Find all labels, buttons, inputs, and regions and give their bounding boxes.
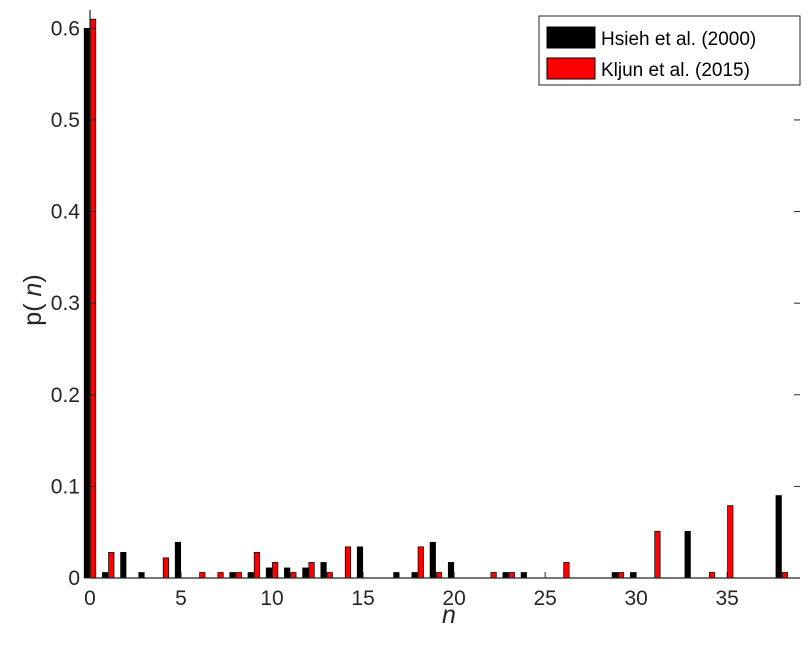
bar-series1-x8 (235, 572, 242, 579)
bar-series0-x12 (302, 567, 309, 579)
x-tick-label-15: 15 (351, 587, 374, 610)
bar-series0-x15 (356, 546, 364, 579)
legend-label-hsieh: Hsieh et al. (2000) (601, 29, 756, 50)
bar-series0-x1 (102, 572, 109, 579)
bar-series1-x19 (435, 572, 443, 579)
x-axis-label: n (442, 601, 456, 629)
y-tick-label-0.6: 0.6 (51, 17, 80, 40)
bar-series0-x30 (629, 572, 637, 579)
bar-series0-x3 (138, 572, 145, 579)
y-axis-label: p( n) (19, 274, 47, 325)
bar-series1-x34 (708, 572, 716, 579)
bar-series0-x18 (411, 572, 418, 579)
bar-series1-x29 (617, 572, 625, 579)
axes-group (89, 10, 800, 579)
bar-series1-x13 (326, 572, 333, 579)
bar-series0-x9 (247, 572, 254, 579)
bar-series0-x8 (229, 572, 236, 579)
bar-series1-x23 (508, 572, 515, 579)
bar-series1-x22 (490, 572, 497, 579)
bar-series0-x17 (393, 572, 400, 579)
bar-series0-x24 (520, 572, 527, 579)
legend: Hsieh et al. (2000) Kljun et al. (2015) (538, 15, 801, 86)
legend-label-kljun: Kljun et al. (2015) (601, 60, 750, 81)
y-tick-label-0.1: 0.1 (51, 475, 80, 498)
x-tick-label-5: 5 (175, 587, 187, 610)
y-tick-label-0.5: 0.5 (51, 109, 80, 132)
y-tick-label-0: 0 (68, 567, 80, 590)
bar-series1-x11 (290, 572, 297, 579)
y-tick-label-0.2: 0.2 (51, 384, 80, 407)
legend-swatch-kljun (546, 57, 596, 80)
bar-series1-x6 (199, 572, 206, 579)
bar-series0-x23 (502, 572, 509, 579)
bar-series1-x10 (272, 562, 279, 579)
y-tick-label-0.3: 0.3 (51, 292, 80, 315)
x-tick-label-35: 35 (715, 587, 738, 610)
bar-series1-x1 (108, 551, 115, 579)
bar-series0-x11 (284, 567, 291, 579)
bar-series1-x7 (217, 572, 224, 579)
bar-series1-x9 (253, 551, 261, 579)
bar-series1-x35 (727, 505, 734, 579)
x-tick-label-20: 20 (442, 587, 465, 610)
y-axis-label-prefix: p( (19, 303, 47, 326)
bar-series0-x33 (684, 530, 691, 579)
bar-series0-x13 (320, 562, 327, 579)
bar-series0-x20 (447, 562, 455, 579)
legend-swatch-hsieh (546, 26, 596, 49)
bar-series1-x38 (781, 572, 788, 579)
bar-series1-x31 (654, 530, 661, 579)
bars-group (83, 18, 788, 579)
ticks-group: 0 5 10 15 20 25 30 35 0 0.1 0.2 0.3 0.4 0.5 0.6 (51, 17, 800, 610)
bar-series1-x0 (90, 18, 97, 579)
bar-series0-x19 (429, 541, 436, 579)
bar-series0-x2 (120, 551, 127, 579)
y-axis-label-variable: n (19, 283, 47, 304)
x-tick-label-0: 0 (84, 587, 96, 610)
bar-series0-x38 (775, 495, 782, 579)
bar-series1-x14 (344, 546, 352, 579)
x-tick-label-30: 30 (624, 587, 647, 610)
bar-series1-x4 (162, 557, 169, 579)
bar-series0-x29 (611, 572, 618, 579)
y-tick-label-0.4: 0.4 (51, 201, 81, 224)
y-axis-label-suffix: ) (19, 274, 47, 282)
bar-series0-x10 (265, 567, 273, 579)
x-tick-label-10: 10 (260, 587, 283, 610)
bar-series1-x18 (417, 546, 424, 579)
x-tick-label-25: 25 (533, 587, 556, 610)
bar-series1-x26 (563, 562, 570, 579)
bar-series0-x0 (83, 27, 90, 579)
bar-series1-x12 (308, 562, 315, 579)
bar-series0-x5 (174, 541, 182, 579)
